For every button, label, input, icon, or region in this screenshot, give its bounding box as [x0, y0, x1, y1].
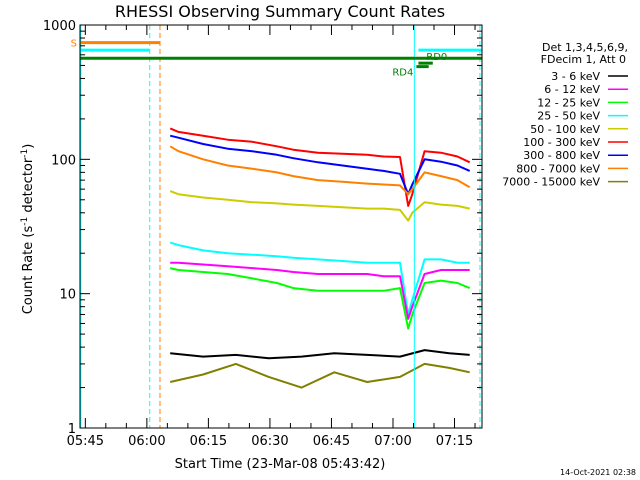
y-tick-label: 10: [59, 288, 76, 303]
legend-label-50-100-kev: 50 - 100 keV: [530, 123, 600, 136]
legend-label-12-25-kev: 12 - 25 keV: [537, 96, 600, 109]
series-line-800-7000-kev: [169, 145, 471, 196]
y-axis-label-prefix: Count Rate (s: [21, 226, 36, 315]
chart-title: RHESSI Observing Summary Count Rates: [115, 2, 445, 21]
x-tick-label: 07:15: [436, 434, 473, 449]
series-line-50-100-kev: [169, 190, 470, 222]
x-tick-label: 06:15: [190, 434, 227, 449]
flag-label-rd4: RD4: [392, 68, 413, 79]
flag-layer: S RD4 RD0: [71, 25, 482, 428]
x-tick-label: 06:30: [251, 434, 288, 449]
axis-layer: 1 10 100 1000 05:45 06:00 06:15 06:30 06:45 07:00…: [43, 19, 482, 449]
x-tick-label: 07:00: [374, 434, 411, 449]
plot-frame: [79, 24, 483, 429]
series-line-6-12-kev: [170, 261, 470, 320]
x-tick-label: 05:45: [67, 434, 104, 449]
legend-label-100-300-kev: 100 - 300 keV: [523, 136, 600, 149]
legend-label-3-6-kev: 3 - 6 keV: [551, 70, 600, 83]
legend-label-800-7000-kev: 800 - 7000 keV: [516, 162, 600, 175]
footer-timestamp: 14-Oct-2021 02:38: [560, 468, 636, 477]
y-tick-label: 1: [68, 422, 76, 437]
y-tick-label: 1000: [43, 19, 76, 34]
y-tick-label: 100: [51, 153, 76, 168]
legend-label-7000-15000-kev: 7000 - 15000 keV: [502, 176, 600, 189]
x-tick-label: 06:45: [313, 434, 350, 449]
legend-label-300-800-kev: 300 - 800 keV: [523, 149, 600, 162]
series-line-7000-15000-kev: [169, 362, 470, 389]
series-line-100-300-kev: [169, 127, 471, 207]
legend: Det 1,3,4,5,6,9, FDecim 1, Att 0 3 - 6 k…: [502, 41, 628, 189]
legend-header-line-1: Det 1,3,4,5,6,9,: [542, 41, 628, 54]
y-axis-label-sup2: -1: [20, 149, 30, 158]
legend-label-6-12-kev: 6 - 12 keV: [544, 83, 600, 96]
y-axis-label-sup1: -1: [20, 217, 30, 226]
x-axis-label: Start Time (23-Mar-08 05:43:42): [175, 457, 386, 472]
series-line-25-50-kev: [169, 241, 470, 316]
y-axis-label-suffix: ): [21, 144, 36, 149]
flag-label-s: S: [71, 39, 77, 50]
x-tick-label: 06:00: [128, 434, 165, 449]
series-line-3-6-kev: [170, 349, 470, 360]
series-line-300-800-kev: [169, 134, 471, 196]
legend-header-line-2: FDecim 1, Att 0: [541, 53, 626, 66]
data-layer: [169, 127, 471, 389]
series-line-12-25-kev: [169, 267, 471, 330]
y-axis-label: Count Rate (s-1 detector-1): [20, 144, 36, 315]
flag-label-rd0: RD0: [426, 52, 447, 63]
y-axis-label-mid: detector: [21, 157, 36, 217]
legend-label-25-50-kev: 25 - 50 keV: [537, 110, 600, 123]
